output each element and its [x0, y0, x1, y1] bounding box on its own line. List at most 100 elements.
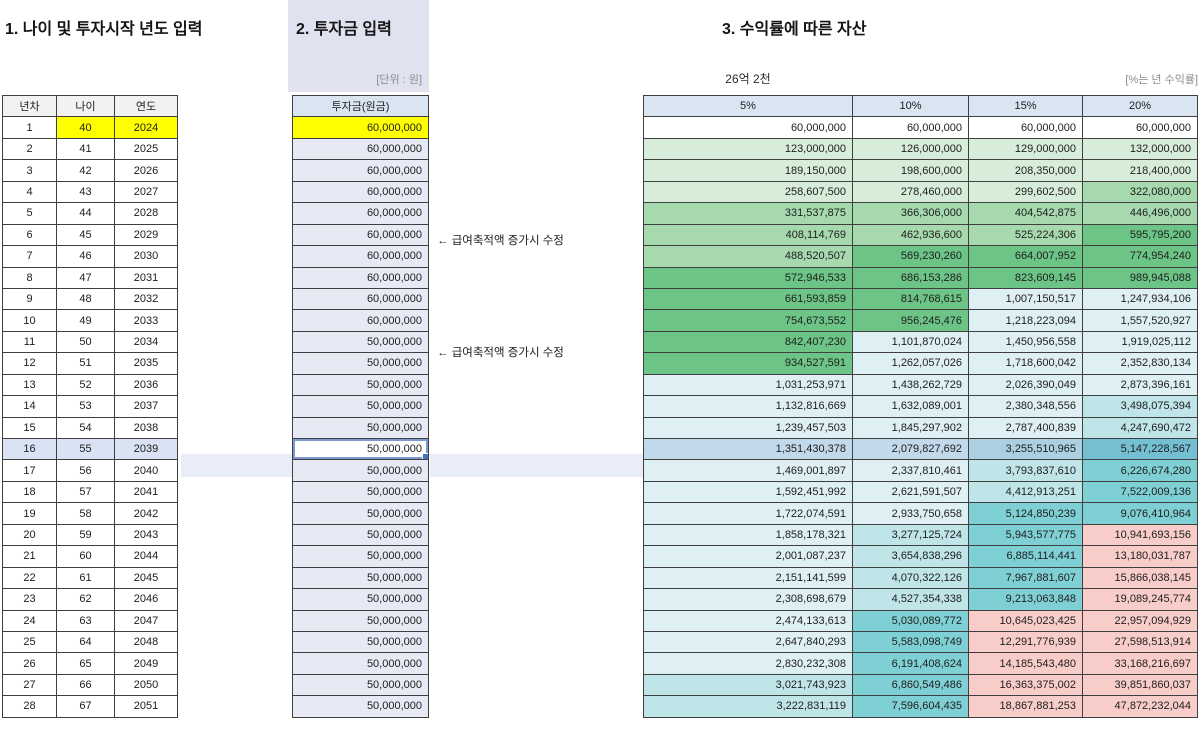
cell-investment[interactable]: 60,000,000 — [292, 266, 429, 289]
cell-investment[interactable]: 50,000,000 — [292, 416, 429, 440]
cell-age[interactable]: 52 — [56, 373, 115, 397]
cell-asset[interactable]: 60,000,000 — [968, 116, 1083, 139]
cell-yearnum[interactable]: 18 — [2, 480, 57, 504]
cell-asset[interactable]: 1,592,451,992 — [643, 480, 853, 504]
cell-yearnum[interactable]: 12 — [2, 352, 57, 375]
cell-asset[interactable]: 132,000,000 — [1082, 137, 1198, 161]
cell-investment[interactable]: 50,000,000 — [292, 630, 429, 654]
cell-asset[interactable]: 189,150,000 — [643, 159, 853, 182]
cell-age[interactable]: 59 — [56, 523, 115, 547]
cell-asset[interactable]: 3,255,510,965 — [968, 437, 1083, 461]
cell-investment[interactable]: 50,000,000 — [292, 545, 429, 568]
cell-year[interactable]: 2040 — [114, 459, 178, 482]
cell-asset[interactable]: 2,151,141,599 — [643, 566, 853, 590]
cell-asset[interactable]: 39,851,860,037 — [1082, 673, 1198, 697]
cell-asset[interactable]: 9,076,410,964 — [1082, 502, 1198, 525]
col-header-15pct[interactable]: 15% — [968, 94, 1083, 118]
cell-asset[interactable]: 3,498,075,394 — [1082, 395, 1198, 418]
cell-asset[interactable]: 934,527,591 — [643, 352, 853, 375]
cell-year[interactable]: 2027 — [114, 180, 178, 204]
cell-asset[interactable]: 3,222,831,119 — [643, 695, 853, 718]
cell-asset[interactable]: 525,224,306 — [968, 223, 1083, 247]
cell-year[interactable]: 2031 — [114, 266, 178, 289]
cell-yearnum[interactable]: 7 — [2, 245, 57, 268]
cell-asset[interactable]: 331,537,875 — [643, 202, 853, 225]
cell-asset[interactable]: 4,412,913,251 — [968, 480, 1083, 504]
cell-asset[interactable]: 2,830,232,308 — [643, 652, 853, 675]
cell-asset[interactable]: 1,239,457,503 — [643, 416, 853, 440]
cell-asset[interactable]: 6,226,674,280 — [1082, 459, 1198, 482]
cell-year[interactable]: 2029 — [114, 223, 178, 247]
cell-asset[interactable]: 2,621,591,507 — [852, 480, 969, 504]
cell-year[interactable]: 2039 — [114, 437, 178, 461]
col-header-20pct[interactable]: 20% — [1082, 94, 1198, 118]
cell-year[interactable]: 2043 — [114, 523, 178, 547]
cell-asset[interactable]: 129,000,000 — [968, 137, 1083, 161]
cell-asset[interactable]: 14,185,543,480 — [968, 652, 1083, 675]
cell-age[interactable]: 66 — [56, 673, 115, 697]
cell-asset[interactable]: 3,654,838,296 — [852, 545, 969, 568]
cell-year[interactable]: 2024 — [114, 116, 178, 139]
cell-asset[interactable]: 488,520,507 — [643, 245, 853, 268]
cell-asset[interactable]: 22,957,094,929 — [1082, 609, 1198, 632]
cell-asset[interactable]: 7,596,604,435 — [852, 695, 969, 718]
cell-asset[interactable]: 1,247,934,106 — [1082, 287, 1198, 311]
cell-yearnum[interactable]: 13 — [2, 373, 57, 397]
cell-asset[interactable]: 126,000,000 — [852, 137, 969, 161]
cell-asset[interactable]: 6,860,549,486 — [852, 673, 969, 697]
cell-age[interactable]: 51 — [56, 352, 115, 375]
cell-yearnum[interactable]: 16 — [2, 437, 57, 461]
cell-asset[interactable]: 1,557,520,927 — [1082, 309, 1198, 332]
cell-asset[interactable]: 1,450,956,558 — [968, 330, 1083, 354]
cell-asset[interactable]: 569,230,260 — [852, 245, 969, 268]
cell-asset[interactable]: 4,070,322,126 — [852, 566, 969, 590]
cell-asset[interactable]: 1,722,074,591 — [643, 502, 853, 525]
cell-age[interactable]: 58 — [56, 502, 115, 525]
cell-age[interactable]: 54 — [56, 416, 115, 440]
cell-year[interactable]: 2028 — [114, 202, 178, 225]
cell-age[interactable]: 57 — [56, 480, 115, 504]
cell-investment[interactable]: 50,000,000 — [292, 395, 429, 418]
cell-yearnum[interactable]: 3 — [2, 159, 57, 182]
cell-asset[interactable]: 5,147,228,567 — [1082, 437, 1198, 461]
cell-age[interactable]: 40 — [56, 116, 115, 139]
cell-investment[interactable]: 50,000,000 — [292, 695, 429, 718]
cell-asset[interactable]: 3,793,837,610 — [968, 459, 1083, 482]
cell-year[interactable]: 2049 — [114, 652, 178, 675]
cell-yearnum[interactable]: 11 — [2, 330, 57, 354]
cell-asset[interactable]: 462,936,600 — [852, 223, 969, 247]
cell-year[interactable]: 2038 — [114, 416, 178, 440]
cell-asset[interactable]: 1,469,001,897 — [643, 459, 853, 482]
cell-age[interactable]: 63 — [56, 609, 115, 632]
cell-investment[interactable]: 60,000,000 — [292, 159, 429, 182]
cell-yearnum[interactable]: 21 — [2, 545, 57, 568]
cell-investment[interactable]: 50,000,000 — [292, 502, 429, 525]
cell-yearnum[interactable]: 9 — [2, 287, 57, 311]
cell-year[interactable]: 2025 — [114, 137, 178, 161]
cell-yearnum[interactable]: 8 — [2, 266, 57, 289]
cell-yearnum[interactable]: 23 — [2, 588, 57, 611]
cell-year[interactable]: 2037 — [114, 395, 178, 418]
cell-age[interactable]: 45 — [56, 223, 115, 247]
cell-asset[interactable]: 989,945,088 — [1082, 266, 1198, 289]
cell-asset[interactable]: 1,262,057,026 — [852, 352, 969, 375]
cell-investment[interactable]: 50,000,000 — [292, 566, 429, 590]
cell-asset[interactable]: 664,007,952 — [968, 245, 1083, 268]
cell-age[interactable]: 48 — [56, 287, 115, 311]
cell-asset[interactable]: 366,306,000 — [852, 202, 969, 225]
cell-age[interactable]: 61 — [56, 566, 115, 590]
cell-asset[interactable]: 2,079,827,692 — [852, 437, 969, 461]
cell-yearnum[interactable]: 1 — [2, 116, 57, 139]
cell-asset[interactable]: 2,474,133,613 — [643, 609, 853, 632]
cell-asset[interactable]: 446,496,000 — [1082, 202, 1198, 225]
cell-investment[interactable]: 50,000,000 — [292, 373, 429, 397]
cell-asset[interactable]: 1,101,870,024 — [852, 330, 969, 354]
cell-asset[interactable]: 27,598,513,914 — [1082, 630, 1198, 654]
col-header-yearnum[interactable]: 년차 — [2, 94, 57, 118]
cell-asset[interactable]: 3,277,125,724 — [852, 523, 969, 547]
cell-asset[interactable]: 595,795,200 — [1082, 223, 1198, 247]
cell-yearnum[interactable]: 5 — [2, 202, 57, 225]
cell-age[interactable]: 43 — [56, 180, 115, 204]
cell-asset[interactable]: 60,000,000 — [1082, 116, 1198, 139]
cell-year[interactable]: 2050 — [114, 673, 178, 697]
